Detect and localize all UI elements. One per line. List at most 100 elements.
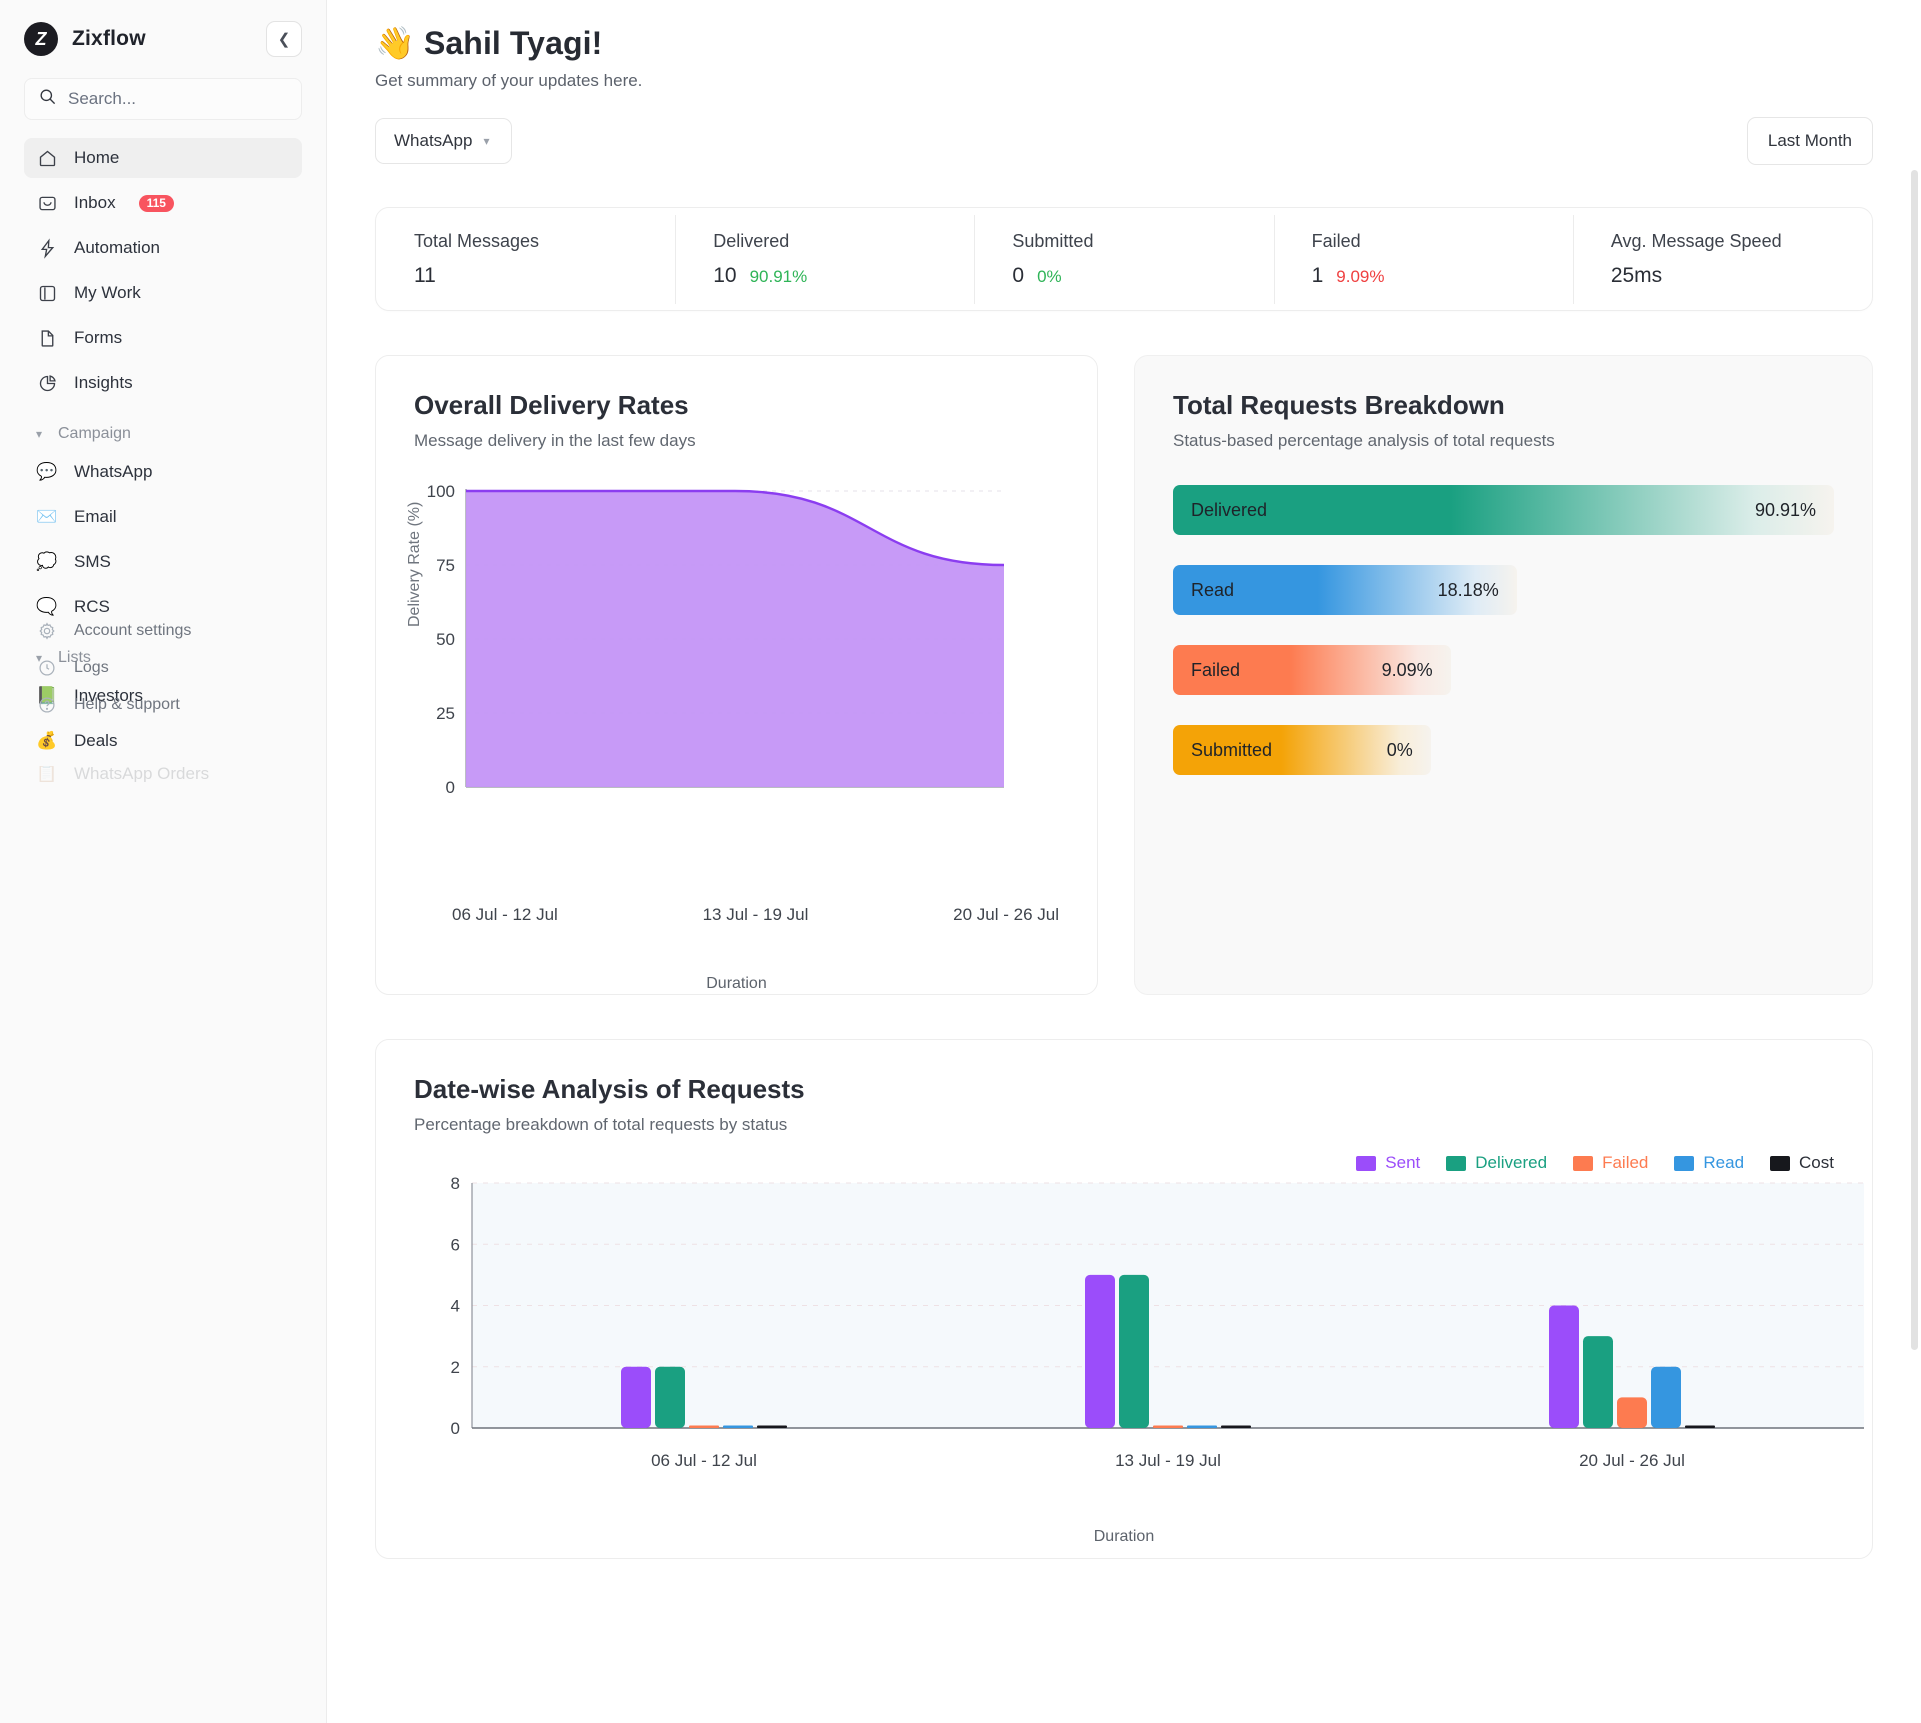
sidebar-item-label: My Work [74, 283, 141, 302]
stat-label: Delivered [713, 230, 790, 251]
sidebar-item-account-settings[interactable]: Account settings [24, 612, 302, 649]
legend-label: Failed [1602, 1153, 1649, 1172]
svg-text:50: 50 [436, 630, 455, 649]
wave-emoji-icon: 👋 [375, 25, 415, 61]
x-axis-label: Duration [706, 975, 767, 992]
sidebar-item-label: Automation [74, 238, 160, 257]
document-icon [36, 327, 58, 349]
stat-delivered: Delivered 10 90.91% [675, 214, 974, 304]
legend-item-read[interactable]: Read [1674, 1153, 1744, 1173]
area-chart-svg: 0 25 50 75 100 [427, 482, 1005, 797]
sidebar-group-lists[interactable]: ▾ Lists [24, 649, 302, 667]
sidebar-item-my-work[interactable]: My Work [24, 273, 302, 313]
legend-swatch-icon [1573, 1155, 1594, 1171]
inbox-icon [36, 192, 58, 214]
sidebar-item-help-support[interactable]: Help & support [24, 686, 302, 723]
sidebar-item-whatsapp-orders[interactable]: 📋 WhatsApp Orders [24, 766, 302, 782]
stat-percent: 9.09% [1336, 266, 1385, 286]
overall-delivery-rates-panel: Overall Delivery Rates Message delivery … [375, 355, 1098, 995]
home-icon [36, 147, 58, 169]
vertical-scrollbar[interactable] [1911, 170, 1918, 1350]
whatsapp-icon: 💬 [36, 462, 58, 481]
x-axis-ticks: 06 Jul - 12 Jul 13 Jul - 19 Jul 20 Jul - 2… [414, 905, 1059, 925]
chevron-down-icon: ▾ [36, 427, 43, 441]
clock-icon [36, 657, 58, 679]
sidebar-item-label: Account settings [74, 621, 192, 639]
legend-label: Read [1703, 1153, 1745, 1172]
svg-text:8: 8 [451, 1174, 460, 1193]
y-axis-label: Delivery Rate (%) [406, 501, 423, 627]
sidebar-item-label: Help & support [74, 695, 180, 713]
period-filter-button[interactable]: Last Month [1746, 117, 1873, 165]
panel-title: Total Requests Breakdown [1173, 390, 1505, 420]
breakdown-bar-row: Failed 9.09% [1173, 645, 1834, 695]
legend-item-failed[interactable]: Failed [1573, 1153, 1648, 1173]
page-title: 👋 Sahil Tyagi! [375, 24, 1873, 62]
search-input[interactable] [68, 89, 288, 109]
legend-label: Delivered [1475, 1153, 1548, 1172]
legend-item-delivered[interactable]: Delivered [1446, 1153, 1547, 1173]
page-title-text: Sahil Tyagi! [423, 25, 603, 61]
sidebar-item-label: WhatsApp [74, 462, 153, 481]
sidebar-item-logs[interactable]: Logs [24, 649, 302, 686]
stat-percent: 90.91% [749, 266, 808, 286]
legend-swatch-icon [1356, 1155, 1377, 1171]
breakdown-bar-failed[interactable]: Failed 9.09% [1173, 645, 1451, 695]
sidebar-item-label: Deals [74, 731, 118, 750]
chart-legend: Sent Delivered Failed Read Cost [414, 1153, 1834, 1173]
brand-row: Z Zixflow ❮ [24, 0, 302, 78]
sidebar-item-automation[interactable]: Automation [24, 228, 302, 268]
stat-avg-message-speed: Avg. Message Speed 25ms [1572, 214, 1872, 304]
breakdown-bars-list: Delivered 90.91% Read 18.18% Failed 9.09% Subm… [1173, 485, 1834, 775]
x-tick-label: 20 Jul - 26 Jul [953, 905, 1059, 924]
sidebar-item-insights[interactable]: Insights [24, 363, 302, 403]
svg-text:2: 2 [451, 1358, 460, 1377]
sidebar-item-deals[interactable]: 💰 Deals [24, 721, 302, 761]
sidebar-item-label: Forms [74, 328, 123, 347]
breakdown-bar-submitted[interactable]: Submitted 0% [1173, 725, 1431, 775]
list-icon: 📋 [36, 766, 58, 782]
sidebar-item-label: Home [74, 148, 120, 167]
sidebar-item-sms[interactable]: 💭 SMS [24, 542, 302, 582]
svg-text:100: 100 [427, 482, 455, 501]
stat-value: 25ms [1610, 263, 1663, 287]
stat-value: 0 [1012, 263, 1025, 287]
breakdown-bar-value: 9.09% [1381, 659, 1433, 680]
sidebar-item-forms[interactable]: Forms [24, 318, 302, 358]
breakdown-bar-read[interactable]: Read 18.18% [1173, 565, 1517, 615]
sidebar-item-rcs[interactable]: 🗨️ RCS [24, 587, 302, 627]
legend-item-sent[interactable]: Sent [1356, 1153, 1420, 1173]
sidebar-bottom-nav: Account settings Logs Help & support [24, 612, 302, 723]
breakdown-bar-delivered[interactable]: Delivered 90.91% [1173, 485, 1834, 535]
channel-select-value: WhatsApp [394, 131, 473, 150]
legend-swatch-icon [1674, 1155, 1695, 1171]
sidebar-group-campaign[interactable]: ▾ Campaign [24, 425, 302, 443]
pie-chart-icon [36, 372, 58, 394]
stat-label: Submitted [1012, 230, 1094, 251]
legend-item-cost[interactable]: Cost [1770, 1153, 1834, 1173]
legend-swatch-icon [1770, 1155, 1791, 1171]
breakdown-bar-row: Read 18.18% [1173, 565, 1834, 615]
breakdown-bar-value: 0% [1386, 739, 1413, 760]
search-input-wrapper[interactable] [24, 78, 302, 120]
controls-row: WhatsApp ▾ Last Month [375, 117, 1873, 165]
svg-text:25: 25 [436, 704, 455, 723]
x-axis-label: Duration [1093, 1528, 1155, 1545]
sidebar-item-inbox[interactable]: Inbox 115 [24, 183, 302, 223]
svg-text:75: 75 [436, 556, 455, 575]
stat-value: 10 [713, 263, 737, 287]
sms-icon: 💭 [36, 552, 58, 571]
inbox-badge: 115 [138, 194, 174, 212]
sidebar-item-home[interactable]: Home [24, 138, 302, 178]
panel-subtitle: Message delivery in the last few days [414, 431, 696, 450]
sidebar-item-whatsapp[interactable]: 💬 WhatsApp [24, 452, 302, 492]
sidebar-item-email[interactable]: ✉️ Email [24, 497, 302, 537]
channel-select[interactable]: WhatsApp ▾ [375, 118, 513, 164]
bolt-icon [36, 237, 58, 259]
panel-title: Date-wise Analysis of Requests [414, 1074, 805, 1104]
breakdown-bar-row: Delivered 90.91% [1173, 485, 1834, 535]
chevron-left-icon[interactable]: ❮ [266, 21, 302, 57]
sidebar-group-label: Campaign [58, 425, 131, 442]
breakdown-bar-label: Failed [1191, 659, 1241, 680]
date-wise-analysis-panel: Date-wise Analysis of Requests Percentag… [375, 1039, 1873, 1559]
